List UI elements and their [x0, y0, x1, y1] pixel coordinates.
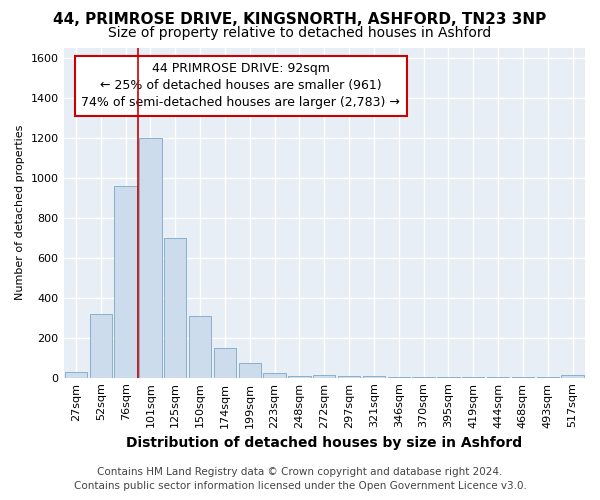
- Bar: [115, 186, 137, 378]
- Bar: [437, 377, 460, 378]
- Bar: [263, 374, 286, 378]
- Bar: [412, 377, 435, 378]
- Bar: [536, 377, 559, 378]
- Text: 44, PRIMROSE DRIVE, KINGSNORTH, ASHFORD, TN23 3NP: 44, PRIMROSE DRIVE, KINGSNORTH, ASHFORD,…: [53, 12, 547, 28]
- Y-axis label: Number of detached properties: Number of detached properties: [15, 125, 25, 300]
- Bar: [89, 314, 112, 378]
- Bar: [388, 377, 410, 378]
- Text: Size of property relative to detached houses in Ashford: Size of property relative to detached ho…: [109, 26, 491, 40]
- Bar: [288, 376, 311, 378]
- Text: 44 PRIMROSE DRIVE: 92sqm
← 25% of detached houses are smaller (961)
74% of semi-: 44 PRIMROSE DRIVE: 92sqm ← 25% of detach…: [82, 62, 400, 110]
- Bar: [65, 372, 87, 378]
- Bar: [338, 376, 360, 378]
- Bar: [214, 348, 236, 378]
- Bar: [562, 376, 584, 378]
- Bar: [363, 376, 385, 378]
- Bar: [139, 138, 161, 378]
- Bar: [239, 362, 261, 378]
- Bar: [189, 316, 211, 378]
- Text: Contains HM Land Registry data © Crown copyright and database right 2024.
Contai: Contains HM Land Registry data © Crown c…: [74, 467, 526, 491]
- Bar: [164, 238, 187, 378]
- Bar: [313, 375, 335, 378]
- X-axis label: Distribution of detached houses by size in Ashford: Distribution of detached houses by size …: [126, 436, 523, 450]
- Bar: [487, 377, 509, 378]
- Bar: [462, 377, 484, 378]
- Bar: [512, 377, 534, 378]
